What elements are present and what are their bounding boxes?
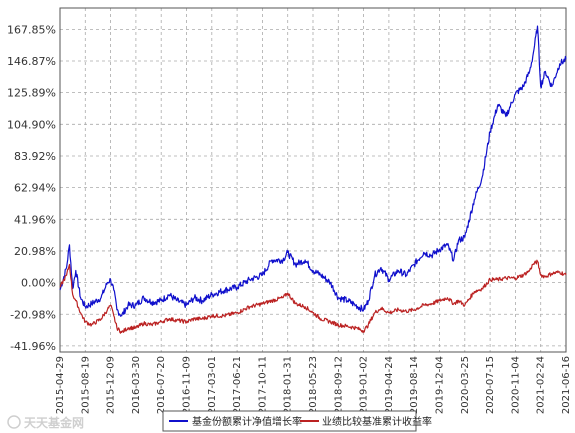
x-tick-label: 2018-05-23 — [308, 356, 319, 414]
x-tick-label: 2016-07-20 — [156, 356, 167, 414]
y-tick-label: 0.00% — [21, 277, 56, 290]
x-tick-label: 2019-04-24 — [384, 356, 395, 414]
x-tick-label: 2018-01-31 — [283, 356, 294, 414]
x-tick-label: 2017-10-11 — [257, 356, 268, 414]
x-tick-label: 2017-03-01 — [207, 356, 218, 414]
y-tick-label: 104.90% — [7, 118, 56, 131]
legend-label-fund: 基金份额累计净值增长率 — [192, 415, 302, 428]
x-tick-label: 2015-08-19 — [80, 356, 91, 414]
legend: 基金份额累计净值增长率 业绩比较基准累计收益率 — [162, 410, 432, 432]
plot-area-border — [59, 7, 567, 353]
x-tick-label: 2019-12-04 — [435, 356, 446, 414]
watermark-logo-icon — [7, 415, 21, 429]
x-tick-label: 2017-06-21 — [232, 356, 243, 414]
legend-box — [162, 410, 417, 432]
x-tick-label: 2020-11-04 — [510, 356, 521, 414]
y-tick-label: 146.87% — [7, 55, 56, 68]
y-tick-label: 20.98% — [14, 245, 56, 258]
y-tick-label: -41.96% — [10, 340, 56, 353]
y-tick-label: 83.92% — [14, 150, 56, 163]
benchmark-line — [59, 259, 567, 334]
watermark: 天天基金网 — [7, 415, 84, 430]
y-tick-label: 41.96% — [14, 213, 56, 226]
x-tick-label: 2021-02-24 — [536, 356, 547, 414]
grid-lines — [59, 8, 567, 352]
x-tick-label: 2020-07-15 — [485, 356, 496, 414]
x-tick-label: 2019-01-02 — [359, 356, 370, 414]
y-tick-label: 167.85% — [7, 23, 56, 36]
y-tick-label: 62.94% — [14, 182, 56, 195]
legend-label-benchmark: 业绩比较基准累计收益率 — [322, 415, 432, 428]
y-tick-label: 125.89% — [7, 87, 56, 100]
fund-nav-line — [59, 25, 567, 317]
x-tick-label: 2015-04-29 — [55, 356, 66, 414]
x-tick-label: 2021-06-16 — [561, 356, 572, 414]
y-axis-ticks: 167.85% 146.87% 125.89% 104.90% 83.92% 62.94%… — [7, 23, 56, 353]
x-tick-label: 2016-11-09 — [182, 356, 193, 414]
x-tick-label: 2016-03-30 — [131, 356, 142, 414]
x-tick-label: 2015-12-09 — [106, 356, 117, 414]
series-lines — [59, 25, 567, 334]
x-tick-label: 2020-03-25 — [460, 356, 471, 414]
y-tick-label: -20.98% — [10, 308, 56, 321]
x-axis-ticks: 2015-04-29 2015-08-19 2015-12-09 2016-03-30… — [55, 356, 572, 414]
x-tick-label: 2019-08-14 — [409, 356, 420, 414]
x-tick-label: 2018-09-12 — [333, 356, 344, 414]
watermark-text: 天天基金网 — [24, 415, 84, 430]
